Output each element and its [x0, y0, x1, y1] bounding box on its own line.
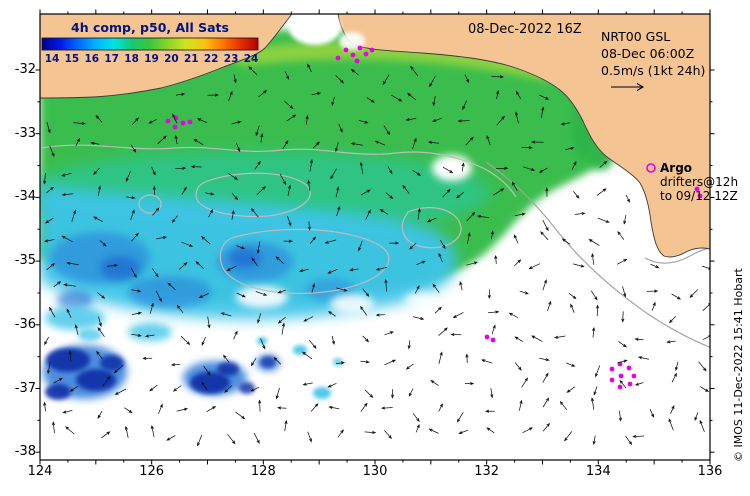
map-area — [40, 14, 710, 460]
y-tick-label: -32 — [14, 62, 36, 77]
y-tick-label: -38 — [14, 444, 36, 460]
argo-label: Argo — [660, 161, 693, 175]
drifter-marker — [363, 51, 369, 57]
landmass — [40, 14, 710, 258]
x-tick-label: 132 — [474, 464, 500, 479]
x-tick-label: 136 — [697, 464, 723, 479]
argo-circle-marker — [646, 163, 656, 173]
drifter-marker — [354, 58, 360, 64]
colorbar-tick-label: 17 — [104, 53, 119, 65]
legend-model-label: NRT00 GSL — [601, 29, 671, 44]
colorbar-tick-label: 15 — [64, 53, 80, 65]
legend-vector-scale-label: 0.5m/s (1kt 24h) — [601, 63, 706, 78]
colorbar-tick-label: 24 — [243, 53, 259, 65]
y-tick-label: -33 — [14, 125, 36, 141]
shelf-contour-lines — [485, 161, 710, 348]
drifter-marker — [350, 52, 356, 58]
x-tick-label: 134 — [585, 464, 611, 479]
x-tick-label: 130 — [362, 464, 388, 479]
contour-lines — [40, 144, 517, 294]
drifter-marker — [343, 47, 349, 53]
datetime-label: 08-Dec-2022 16Z — [468, 22, 582, 37]
drifters-label: drifters@12h — [660, 175, 739, 189]
coastline — [40, 14, 710, 258]
colorbar-tick-label: 21 — [183, 53, 199, 65]
drifter-marker — [694, 186, 700, 192]
drifter-marker — [627, 381, 633, 387]
colorbar-tick-label: 16 — [84, 53, 100, 65]
colorbar-tick-label: 23 — [223, 53, 239, 65]
drifter-marker — [626, 365, 632, 371]
drifter-marker — [631, 373, 637, 379]
colorbar-title: 4h comp, p50, All Sats — [71, 20, 229, 35]
coastal-data-gap — [289, 14, 341, 45]
x-tick-label: 128 — [250, 464, 276, 479]
drifter-marker — [617, 384, 623, 390]
drifter-marker — [187, 119, 193, 125]
drifter-marker — [369, 47, 375, 53]
drifter-marker — [484, 334, 490, 340]
copyright-label: © IMOS 11-Dec-2022 15:41 Hobart — [732, 268, 745, 462]
drifter-marker — [165, 118, 171, 124]
drifter-marker — [335, 55, 341, 61]
colorbar-tick-label: 20 — [164, 53, 179, 65]
colorbar-tick-label: 19 — [144, 53, 159, 65]
drifters-to-label: to 09/12 12Z — [660, 189, 738, 203]
coastal-data-gap — [339, 32, 365, 50]
drifter-marker — [172, 124, 178, 130]
drifter-marker — [609, 377, 615, 383]
drifter-marker — [357, 45, 363, 51]
colorbar-tick-label: 14 — [44, 53, 60, 65]
x-tick-label: 124 — [27, 464, 53, 479]
x-tick-label: 126 — [139, 464, 165, 479]
argo-drifter-markers — [165, 45, 703, 390]
y-tick-label: -35 — [14, 253, 36, 269]
drifter-marker — [490, 337, 496, 343]
y-tick-label: -37 — [14, 380, 36, 396]
axis-ticks — [35, 9, 715, 465]
drifter-marker — [697, 193, 703, 199]
reference-arrow — [611, 83, 645, 91]
drifter-marker — [180, 120, 186, 126]
drifter-marker — [618, 373, 624, 379]
y-tick-label: -36 — [14, 316, 36, 332]
y-tick-label: -34 — [14, 189, 36, 205]
current-vector-arrows — [43, 63, 710, 447]
colorbar — [41, 37, 259, 51]
legend-analysis-time-label: 08-Dec 06:00Z — [601, 46, 695, 61]
colorbar-tick-label: 22 — [203, 53, 219, 65]
colorbar-tick-label: 18 — [124, 53, 139, 65]
drifter-marker — [609, 366, 615, 372]
